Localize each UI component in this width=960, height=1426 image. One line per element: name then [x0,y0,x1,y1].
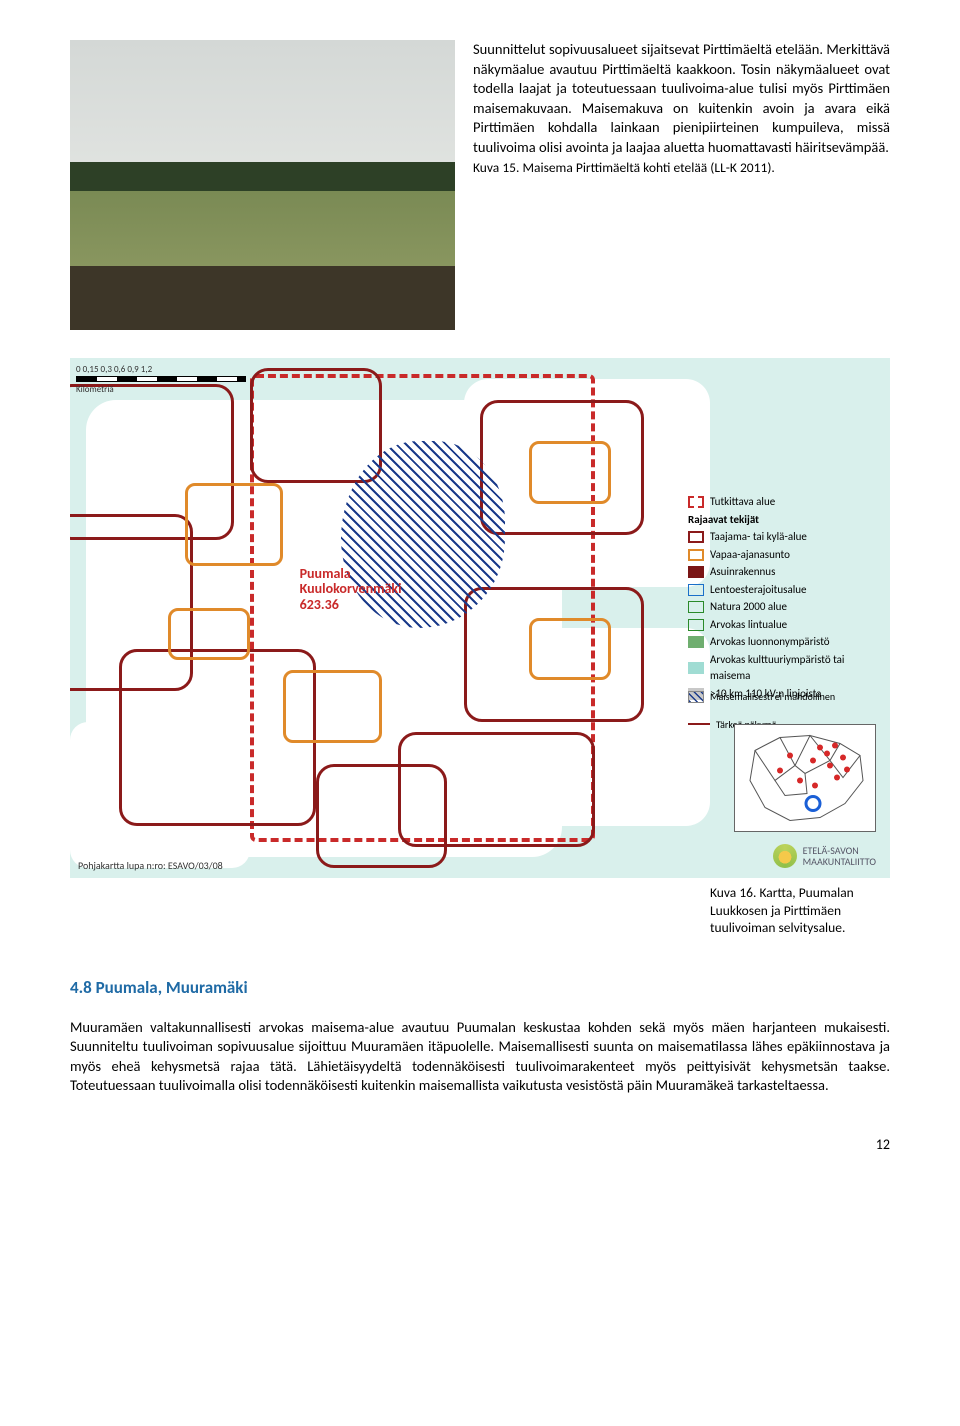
legend-item: Lentoesterajoitusalue [710,582,807,599]
intro-paragraph: Suunnittelut sopivuusalueet sijaitsevat … [473,40,890,157]
legend-item: Vapaa-ajanasunto [710,547,790,564]
legend-heading: Rajaavat tekijät [688,512,878,529]
map-area-value: 623.36 [300,597,402,612]
legend-maisema: Maisemallisesti ei mahdollinen [710,690,835,704]
org-logo: ETELÄ-SAVON MAAKUNTALIITTO [773,844,876,868]
basemap-credit: Pohjakartta lupa n:ro: ESAVO/03/08 [78,859,223,873]
legend-item: Asuinrakennus [710,564,775,581]
org-name: ETELÄ-SAVON MAAKUNTALIITTO [803,845,876,867]
map-area-name-1: Puumala [300,566,402,581]
legend-item: Natura 2000 alue [710,599,787,616]
legend-item: Taajama- tai kylä-alue [710,529,807,546]
scale-ticks: 0 0,15 0,3 0,6 0,9 1,2 [76,364,246,376]
legend-study-area: Tutkittava alue [710,494,775,511]
section-heading: 4.8 Puumala, Muuramäki [70,977,890,1000]
section-body: Muuramäen valtakunnallisesti arvokas mai… [70,1018,890,1096]
page-number: 12 [70,1136,890,1155]
legend-item: Arvokas luonnonympäristö [710,634,830,651]
scale-unit: Kilometriä [76,384,246,396]
map-legend: Tutkittava alue Rajaavat tekijät Taajama… [688,493,878,703]
legend-item: Arvokas lintualue [710,617,787,634]
map-area-name-2: Kuulokorvenmäki [300,581,402,596]
map-figure: Puumala Kuulokorvenmäki 623.36 0 0,15 0,… [70,358,890,878]
landscape-photo [70,40,455,330]
legend-item: Arvokas kulttuuriympäristö tai maisema [710,652,878,685]
overview-minimap [734,724,876,832]
figure-15-caption: Kuva 15. Maisema Pirttimäeltä kohti etel… [473,159,890,177]
figure-16-caption: Kuva 16. Kartta, Puumalan Luukkosen ja P… [710,884,890,937]
scale-bar: 0 0,15 0,3 0,6 0,9 1,2 Kilometriä [76,364,246,396]
